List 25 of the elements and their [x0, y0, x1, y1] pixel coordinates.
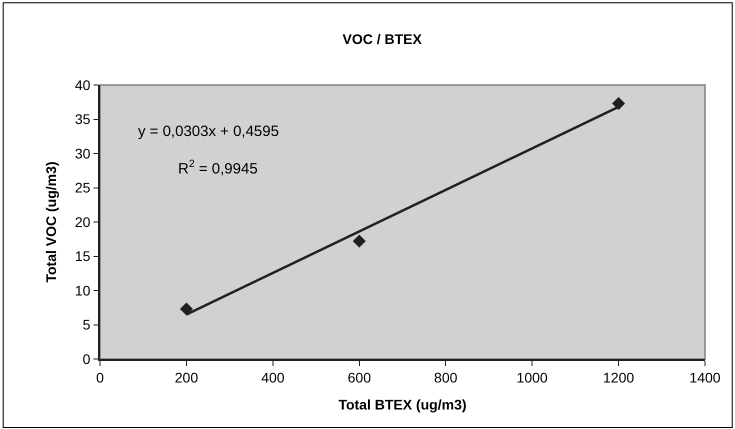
x-tick-label: 0: [96, 370, 104, 386]
x-tick-label: 600: [348, 370, 372, 386]
y-tick-label: 25: [74, 180, 91, 196]
annotation: y = 0,0303x + 0,4595: [138, 123, 279, 140]
y-tick-label: 5: [82, 316, 91, 333]
point: [180, 302, 193, 316]
x-tick-label: 1000: [516, 370, 548, 386]
y-tick-label: 0: [82, 350, 91, 367]
x-tick-label: 400: [261, 370, 285, 386]
y-tick-label: 20: [74, 214, 91, 230]
x-tick-label: 200: [174, 370, 198, 386]
point: [352, 234, 366, 248]
y-tick-label: 40: [74, 76, 91, 93]
x-tick-label: 800: [434, 370, 458, 386]
chart-title: VOC / BTEX: [342, 31, 423, 48]
annotation: R$^{2}$ = 0,9945: [178, 158, 258, 178]
y-tick-label: 35: [74, 111, 91, 128]
y-tick-label: 15: [74, 248, 91, 264]
y-tick-label: 10: [74, 282, 91, 298]
x-tick-label: 1200: [602, 370, 634, 386]
x-axis-title: Total BTEX (ug/m3): [338, 396, 467, 412]
x-tick-label: 1400: [689, 370, 721, 386]
y-tick-label: 30: [74, 145, 91, 162]
y-axis-title: Total VOC (ug/m3): [42, 161, 59, 283]
point: [612, 97, 626, 110]
